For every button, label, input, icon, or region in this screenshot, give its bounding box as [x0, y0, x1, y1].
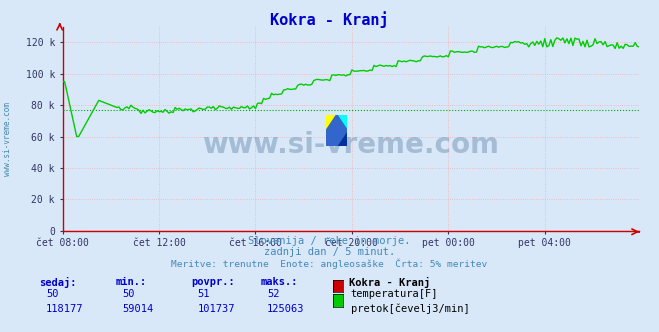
Text: temperatura[F]: temperatura[F]	[351, 289, 438, 299]
Text: min.:: min.:	[115, 277, 146, 287]
Text: povpr.:: povpr.:	[191, 277, 235, 287]
Text: 101737: 101737	[198, 304, 235, 314]
Polygon shape	[326, 115, 347, 146]
Text: maks.:: maks.:	[260, 277, 298, 287]
Text: 59014: 59014	[122, 304, 153, 314]
Text: www.si-vreme.com: www.si-vreme.com	[202, 131, 500, 159]
Polygon shape	[337, 130, 347, 146]
Text: Kokra - Kranj: Kokra - Kranj	[349, 277, 430, 288]
Text: 52: 52	[267, 289, 279, 299]
Text: Kokra - Kranj: Kokra - Kranj	[270, 12, 389, 29]
Polygon shape	[326, 115, 337, 130]
Text: sedaj:: sedaj:	[40, 277, 77, 288]
Text: www.si-vreme.com: www.si-vreme.com	[3, 103, 13, 176]
Text: 51: 51	[198, 289, 210, 299]
Text: 118177: 118177	[46, 304, 84, 314]
Text: zadnji dan / 5 minut.: zadnji dan / 5 minut.	[264, 247, 395, 257]
Text: Slovenija / reke in morje.: Slovenija / reke in morje.	[248, 236, 411, 246]
Text: 125063: 125063	[267, 304, 304, 314]
Polygon shape	[337, 115, 347, 130]
Text: pretok[čevelj3/min]: pretok[čevelj3/min]	[351, 304, 469, 314]
Text: 50: 50	[122, 289, 134, 299]
Text: Meritve: trenutne  Enote: angleosaške  Črta: 5% meritev: Meritve: trenutne Enote: angleosaške Črt…	[171, 259, 488, 270]
Text: 50: 50	[46, 289, 59, 299]
